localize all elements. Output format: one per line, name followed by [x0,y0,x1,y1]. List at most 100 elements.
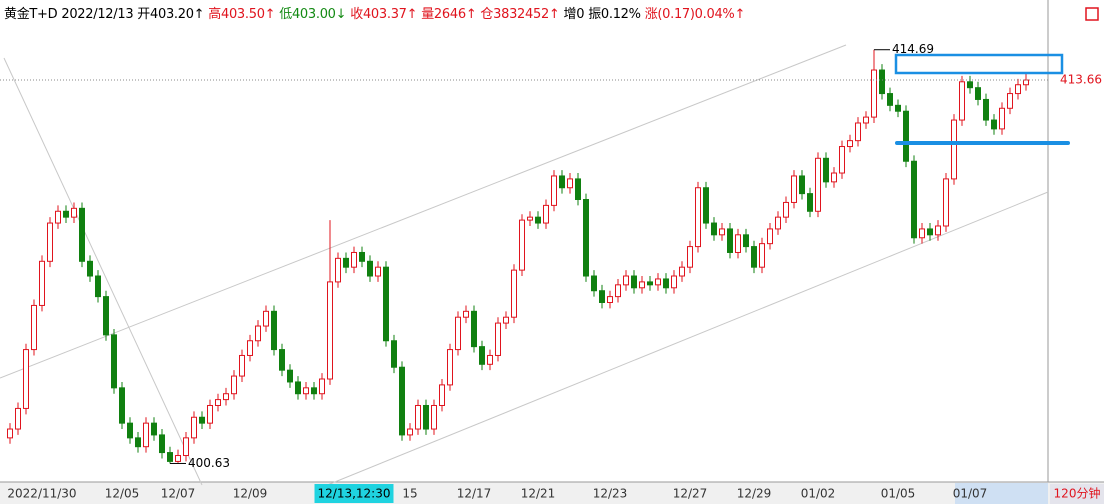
candle-body [519,219,525,271]
candle-body [391,340,397,368]
header-item: 振0.12% [588,7,641,22]
candle-body [535,216,541,224]
header-item: 涨(0.17)0.04%↑ [644,7,746,22]
candle-body [863,116,869,124]
trend-line [3,57,203,486]
x-tick-label: 12/05 [105,487,140,501]
time-axis-strip [0,482,1104,504]
candle-body [879,69,885,95]
header-item: 开403.20↑ [137,7,205,22]
candle-body [271,310,277,351]
candle-body [87,260,93,277]
candle-body [927,228,933,236]
candle-body [135,437,141,448]
header-item: 2022/12/13 [61,7,134,22]
candle-body [423,404,429,430]
candle-body [951,119,957,180]
candle-body [303,387,309,395]
candle-body [119,387,125,424]
candle-body [1023,79,1029,86]
candle-body [383,266,389,342]
candle-body [839,146,845,174]
candle-body [967,81,973,89]
candle-body [31,304,37,351]
candle-body [175,455,181,462]
candle-body [79,207,85,262]
candle-body [7,428,13,439]
candle-body [159,434,165,454]
trend-line [319,191,1049,489]
candle-body [287,369,293,383]
candle-body [895,104,901,112]
crosshair-label-bg [314,484,394,503]
candle-body [599,290,605,303]
candle-body [959,81,965,121]
candle-body [215,399,221,406]
candle-body [999,107,1005,130]
candle-body [279,349,285,371]
candle-body [415,404,421,430]
candle-body [343,257,349,268]
candle-body [607,296,613,303]
candle-body [735,234,741,253]
header-item: 仓3832452↑ [480,7,560,22]
candle-body [799,175,805,195]
header-item: 量2646↑ [421,7,477,22]
time-axis-selection [955,483,1048,504]
candle-body [743,234,749,248]
candle-body [95,275,101,298]
last-price-label: 413.66 [1060,73,1102,87]
candle-body [335,257,341,283]
candle-body [591,275,597,292]
candle-body [247,340,253,356]
header-item: 黄金T+D [4,7,58,22]
candle-body [311,387,317,395]
candle-body [815,157,821,212]
candle-body [39,260,45,306]
candle-body [775,216,781,230]
candle-body [511,269,517,318]
candle-body [207,404,213,424]
candle-body [575,178,581,201]
candle-body [431,404,437,430]
candle-body [407,428,413,436]
candle-body [359,251,365,262]
candle-body [471,310,477,348]
candle-body [47,222,53,262]
x-tick-label: 2022/11/30 [7,487,76,501]
x-tick-label: 12/21 [521,487,556,501]
x-tick-label: 15 [402,487,417,501]
candle-body [1015,84,1021,95]
candle-body [111,334,117,389]
candle-body [647,281,653,286]
candle-body [767,228,773,245]
header-item: 低403.00↓ [279,7,347,22]
candle-body [943,178,949,227]
candle-body [199,416,205,424]
candle-body [935,225,941,236]
x-tick-label: 12/07 [161,487,196,501]
candle-body [527,216,533,221]
candle-body [503,316,509,324]
x-tick-label: 01/07 [953,487,988,501]
corner-icon[interactable] [1085,7,1099,21]
candle-body [671,275,677,289]
candle-body [831,172,837,183]
timeframe-box [1050,484,1104,504]
candle-body [583,199,589,277]
candle-body [327,281,333,380]
candle-body [983,98,989,121]
x-tick-label: 12/29 [737,487,772,501]
candle-body [991,119,997,130]
candle-body [103,296,109,336]
candle-body [615,284,621,298]
candle-body [223,393,229,401]
candle-body [1007,93,1013,109]
candle-body [887,93,893,106]
candle-body [479,346,485,365]
x-tick-label: 12/27 [673,487,708,501]
candle-body [551,175,557,206]
candle-body [663,278,669,289]
